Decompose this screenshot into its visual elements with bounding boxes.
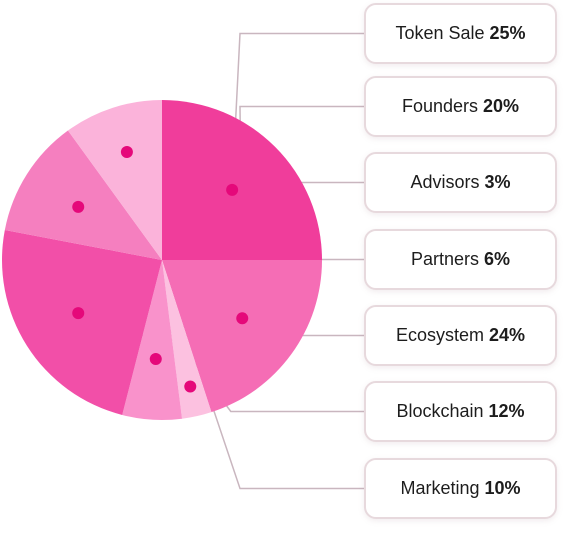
pie-slice-partners	[122, 260, 183, 420]
slice-marker-marketing	[120, 145, 133, 158]
pie-slice-ecosystem	[1, 230, 162, 415]
pie-slice-marketing	[67, 100, 162, 260]
pie-slice-token-sale	[162, 100, 322, 260]
slice-marker-advisors	[184, 380, 197, 393]
legend-value: 20%	[483, 96, 520, 116]
legend-label: Blockchain	[396, 401, 484, 421]
pie-slices	[1, 100, 322, 420]
pie-slice-advisors	[162, 260, 212, 419]
pie-slice-founders	[162, 260, 322, 413]
legend-item-ecosystem: Ecosystem 24%	[364, 305, 557, 366]
legend-item-blockchain: Blockchain 12%	[364, 381, 557, 442]
legend-item-founders: Founders 20%	[364, 76, 557, 137]
legend-value: 24%	[489, 325, 526, 345]
legend-label: Token Sale	[395, 23, 485, 43]
slice-markers	[72, 145, 249, 393]
slice-marker-blockchain	[72, 200, 85, 213]
legend-item-token-sale: Token Sale 25%	[364, 3, 557, 64]
legend-label: Advisors	[410, 172, 480, 192]
legend-value: 6%	[484, 249, 511, 269]
legend-value: 3%	[484, 172, 511, 192]
slice-marker-partners	[149, 353, 162, 365]
legend-value: 25%	[489, 23, 526, 43]
legend-item-advisors: Advisors 3%	[364, 152, 557, 213]
legend-label: Partners	[410, 249, 479, 269]
legend-value: 12%	[488, 401, 525, 421]
legend-item-marketing: Marketing 10%	[364, 458, 557, 519]
legend-item-partners: Partners 6%	[364, 229, 557, 290]
legend-label: Founders	[401, 96, 478, 116]
pie-slice-blockchain	[4, 130, 162, 260]
legend-label: Ecosystem	[395, 325, 484, 345]
slice-marker-founders	[236, 312, 249, 325]
legend-value: 10%	[484, 478, 521, 498]
legend-label: Marketing	[400, 478, 480, 498]
slice-marker-token-sale	[226, 183, 239, 196]
slice-marker-ecosystem	[72, 307, 85, 320]
